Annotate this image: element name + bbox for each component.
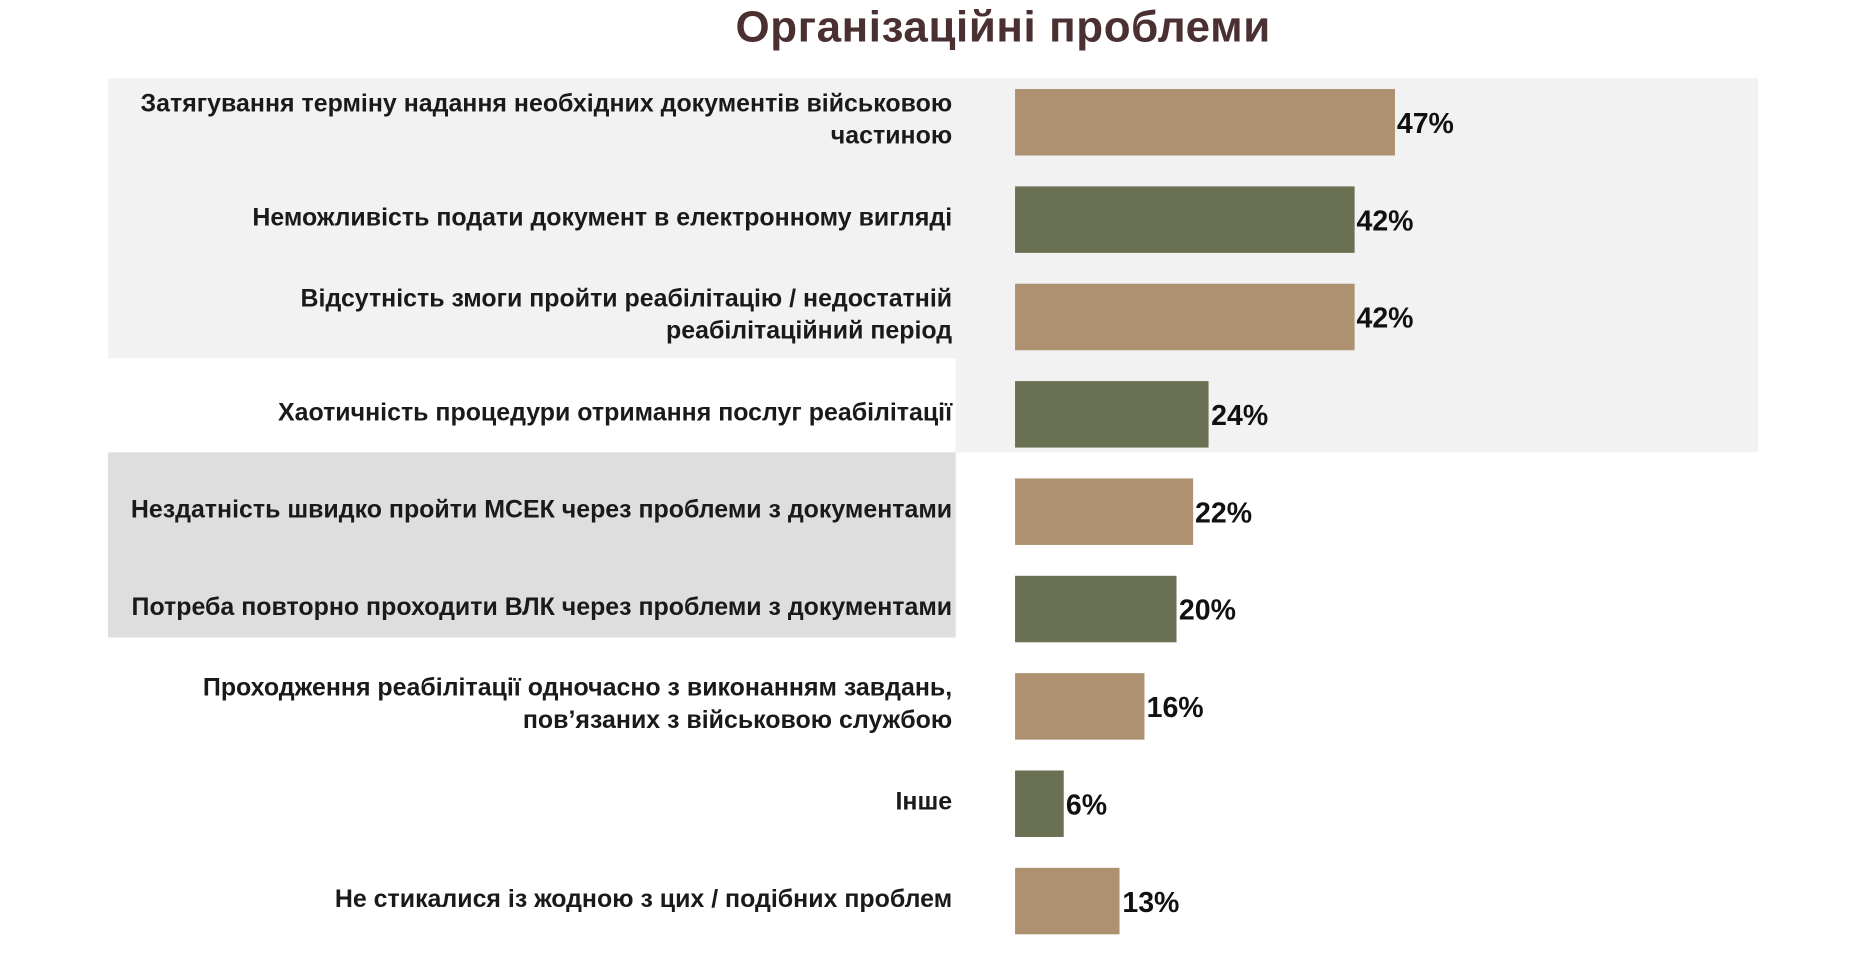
category-label: Відсутність змоги пройти реабілітацію / … [108,281,953,347]
data-label: 24% [1211,400,1269,433]
chart-title: Організаційні проблеми [735,2,1271,52]
bar [1015,575,1177,643]
data-label: 20% [1178,594,1236,627]
data-label: 47% [1396,108,1454,141]
bar [1015,89,1395,156]
bar [1015,283,1355,351]
data-label: 13% [1122,886,1180,919]
category-label-text: Інше [895,787,953,816]
category-label-text: Неможливість подати документ в електронн… [252,203,953,231]
data-label: 42% [1356,302,1414,335]
category-label-text: Проходження реабілітації одночасно з вик… [202,674,953,734]
category-label-text: Нездатність швидко пройти МСЕК через про… [130,495,953,523]
category-label: Проходження реабілітації одночасно з вик… [108,671,952,737]
category-label: Не стикалися із жодною з цих / подібних … [108,865,952,931]
category-label: Потреба повторно проходити ВЛК через про… [108,573,953,639]
category-label-text: Потреба повторно проходити ВЛК через про… [131,593,953,621]
category-label: Неможливість подати документ в електронн… [108,184,952,250]
category-label-text: Відсутність змоги пройти реабілітацію / … [300,284,953,345]
category-label: Інше [108,768,953,834]
data-label: 22% [1195,497,1253,530]
highlight-band-dark [108,452,956,638]
category-label: Затягування терміну надання необхідних д… [108,87,953,153]
data-label: 16% [1146,692,1204,725]
bar [1015,186,1355,253]
bar [1015,381,1209,448]
bar [1015,770,1064,837]
data-label: 6% [1065,789,1108,822]
category-label-text: Хаотичність процедури отримання послуг р… [277,398,953,426]
highlight-band-light [108,78,1759,359]
bar [1015,673,1145,740]
category-label-text: Не стикалися із жодною з цих / подібних … [334,885,953,913]
bar [1015,478,1193,545]
data-label: 42% [1356,205,1414,238]
bar [1015,867,1120,935]
category-label: Хаотичність процедури отримання послуг р… [108,379,952,445]
category-label-text: Затягування терміну надання необхідних д… [140,90,953,150]
category-label: Нездатність швидко пройти МСЕК через про… [108,476,952,542]
